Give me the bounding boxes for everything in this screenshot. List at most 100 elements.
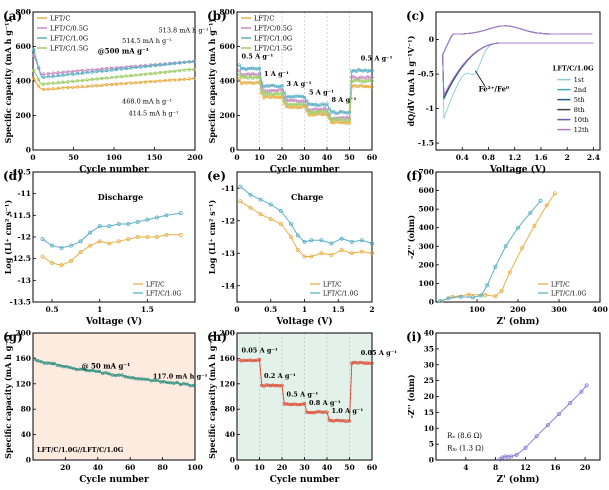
data-point bbox=[100, 67, 104, 71]
data-point bbox=[41, 75, 46, 79]
legend-label: LFT/C/1.0G bbox=[551, 291, 586, 298]
data-point bbox=[95, 67, 99, 72]
rate-label: 5 A g⁻¹ bbox=[309, 88, 334, 96]
data-point bbox=[114, 82, 119, 86]
legend-label: LFT/C/1.0G bbox=[146, 291, 181, 298]
data-point bbox=[319, 251, 324, 256]
data-point bbox=[37, 66, 41, 70]
series-line bbox=[240, 186, 373, 245]
x-tick-label: 40 bbox=[322, 153, 332, 162]
legend-label: LFT/C/1.0G bbox=[254, 35, 292, 43]
data-point bbox=[51, 87, 55, 91]
data-point bbox=[458, 294, 463, 299]
fit-label: Rₜₚ (1.3 Ω) bbox=[447, 444, 484, 452]
data-point bbox=[134, 73, 138, 77]
data-point bbox=[237, 63, 241, 67]
plot-background bbox=[33, 333, 195, 460]
data-point bbox=[100, 69, 104, 73]
data-point bbox=[56, 86, 60, 91]
y-tick-label: 800 bbox=[15, 8, 31, 17]
y-tick-label: -13 bbox=[17, 276, 31, 285]
data-point bbox=[143, 72, 148, 76]
data-point bbox=[80, 84, 85, 89]
y-tick-label: 0 bbox=[26, 146, 31, 155]
panel-f: 100 200 300 400 0 100 200 300 400 500 600 700 Z' (oh… bbox=[406, 168, 608, 328]
data-point bbox=[238, 199, 243, 204]
y-tick-label: -0.5 bbox=[418, 70, 434, 79]
panel-i: 4 8 12 16 20 0 5 10 15 20 25 30 35 40 Z' (ohm) -Z'' (oh… bbox=[406, 329, 601, 485]
data-point bbox=[262, 96, 266, 100]
data-point bbox=[90, 84, 94, 88]
y-tick-label: 700 bbox=[418, 168, 434, 177]
data-point bbox=[268, 202, 273, 207]
data-point bbox=[295, 247, 300, 252]
y-tick-label: 400 bbox=[15, 77, 31, 86]
y-tick-label: -13 bbox=[221, 249, 235, 258]
data-point bbox=[71, 79, 75, 83]
data-point bbox=[520, 246, 525, 251]
data-point bbox=[325, 102, 329, 106]
data-point bbox=[124, 66, 128, 71]
series-line bbox=[33, 77, 195, 90]
data-point bbox=[145, 234, 150, 239]
data-point bbox=[187, 77, 191, 81]
data-point bbox=[59, 245, 64, 250]
data-point bbox=[238, 184, 243, 189]
y-tick-label: 10 bbox=[424, 424, 434, 433]
data-point bbox=[153, 71, 157, 75]
data-point bbox=[124, 74, 128, 78]
data-point bbox=[154, 234, 159, 239]
y-tick-label: -1 bbox=[426, 104, 434, 113]
data-point bbox=[319, 238, 324, 243]
y-axis-label: Specific capacity (mA h g⁻¹) bbox=[207, 18, 217, 143]
data-point bbox=[105, 67, 109, 71]
data-point bbox=[50, 260, 55, 265]
data-point bbox=[327, 115, 331, 119]
data-point bbox=[168, 70, 172, 74]
data-point bbox=[178, 211, 183, 216]
data-point bbox=[154, 215, 159, 220]
data-point bbox=[100, 76, 104, 81]
data-point bbox=[153, 63, 157, 68]
rate-annotation: @500 mA g⁻¹ bbox=[98, 46, 149, 55]
y-tick-label: 120 bbox=[219, 379, 235, 388]
data-point bbox=[507, 270, 512, 275]
data-point bbox=[545, 423, 550, 428]
data-point bbox=[514, 452, 519, 457]
fit-label: Rₑ (8.6 Ω) bbox=[447, 432, 482, 440]
data-point bbox=[85, 71, 89, 75]
capacity-label: 468.0 mA h g⁻¹ bbox=[122, 97, 172, 105]
data-point bbox=[164, 213, 169, 218]
data-point bbox=[182, 68, 187, 72]
data-point bbox=[349, 251, 354, 256]
y-tick-label: 400 bbox=[219, 77, 235, 86]
data-point bbox=[248, 205, 253, 210]
series-line bbox=[42, 234, 181, 266]
cell-label: LFT/C/1.0G//LFT/C/1.0G bbox=[37, 446, 124, 454]
data-point bbox=[168, 62, 172, 66]
x-tick-label: 12 bbox=[520, 463, 530, 472]
x-axis-label: Cycle number bbox=[270, 475, 340, 485]
x-tick-label: 60 bbox=[125, 463, 135, 472]
data-point bbox=[493, 264, 498, 269]
data-point bbox=[192, 59, 196, 63]
data-point bbox=[305, 99, 309, 103]
data-point bbox=[173, 69, 177, 73]
redox-annotation: Fe²⁺/Fe⁰ bbox=[479, 84, 509, 93]
data-point bbox=[116, 239, 121, 244]
legend-title: LFT/C/1.0G bbox=[553, 65, 594, 73]
data-point bbox=[450, 294, 455, 299]
data-point bbox=[124, 81, 128, 86]
data-point bbox=[528, 210, 533, 215]
x-axis-label: Cycle number bbox=[79, 475, 149, 485]
y-axis-label: Log (Li⁺ cm² s⁻¹) bbox=[3, 200, 13, 275]
y-axis-label: dQ/dV (mA h g⁻¹V⁻¹) bbox=[406, 35, 416, 126]
data-point bbox=[95, 77, 99, 81]
y-tick-label: 0 bbox=[26, 456, 31, 465]
series-line bbox=[42, 212, 181, 249]
data-point bbox=[288, 221, 293, 226]
y-tick-label: -11 bbox=[17, 189, 31, 198]
rate-label: 3 A g⁻¹ bbox=[287, 80, 312, 88]
data-point bbox=[148, 72, 153, 76]
data-point bbox=[97, 239, 102, 244]
